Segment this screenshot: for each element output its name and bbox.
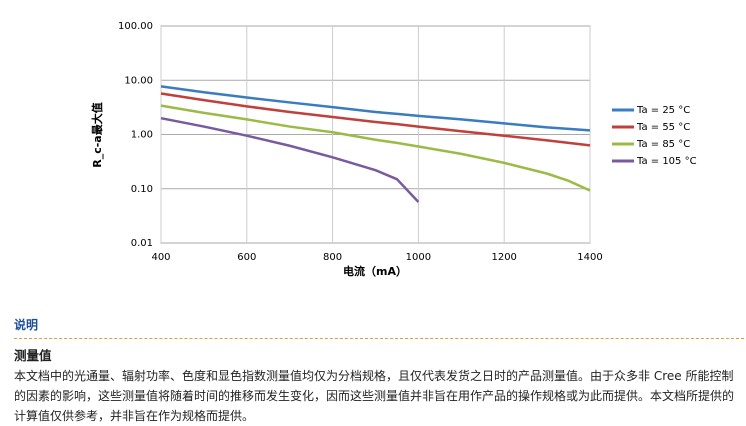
series-line xyxy=(160,85,591,132)
x-tick-label: 1000 xyxy=(406,252,431,263)
notes: 说明 测量值 本文档中的光通量、辐射功率、色度和显色指数测量值均仅为分档规格，且… xyxy=(14,316,744,426)
series-line xyxy=(160,116,420,203)
legend-label: Ta = 105 °C xyxy=(636,156,697,167)
y-tick-label: 0.01 xyxy=(131,238,153,249)
legend-label: Ta = 85 °C xyxy=(636,139,690,150)
chart: 电流（mA） R_c-a最大值 0.01 0.10 1.00 10.00 100.00 4… xyxy=(90,21,697,278)
x-tick-label: 600 xyxy=(237,252,256,263)
x-tick-label: 800 xyxy=(323,252,342,263)
x-tick-label: 1400 xyxy=(577,252,602,263)
y-axis-label: R_c-a最大值 xyxy=(90,102,104,167)
x-axis-label: 电流（mA） xyxy=(343,264,407,278)
series-line xyxy=(160,104,591,192)
y-tick-label: 0.10 xyxy=(131,184,153,195)
x-tick-label: 400 xyxy=(151,252,170,263)
series-line xyxy=(160,92,591,147)
x-tick-label: 1200 xyxy=(491,252,516,263)
notes-heading: 说明 xyxy=(14,316,744,339)
notes-subheading: 测量值 xyxy=(14,348,52,363)
y-tick-label: 1.00 xyxy=(131,130,153,141)
y-tick-label: 10.00 xyxy=(124,75,153,86)
legend-label: Ta = 25 °C xyxy=(636,105,690,116)
notes-paragraph: 本文档中的光通量、辐射功率、色度和显色指数测量值均仅为分档规格，且仅代表发货之日… xyxy=(14,369,735,423)
y-tick-label: 100.00 xyxy=(118,21,153,32)
legend-label: Ta = 55 °C xyxy=(636,122,690,133)
